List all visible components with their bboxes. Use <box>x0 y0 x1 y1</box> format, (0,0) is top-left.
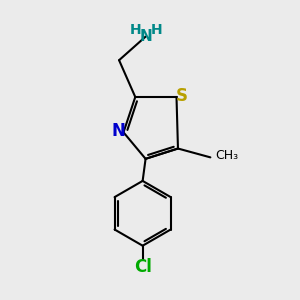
Text: H: H <box>130 23 141 37</box>
Text: CH₃: CH₃ <box>216 149 239 162</box>
Text: N: N <box>111 122 125 140</box>
Text: N: N <box>139 29 152 44</box>
Text: H: H <box>151 23 163 37</box>
Text: S: S <box>176 86 188 104</box>
Text: Cl: Cl <box>134 258 152 276</box>
